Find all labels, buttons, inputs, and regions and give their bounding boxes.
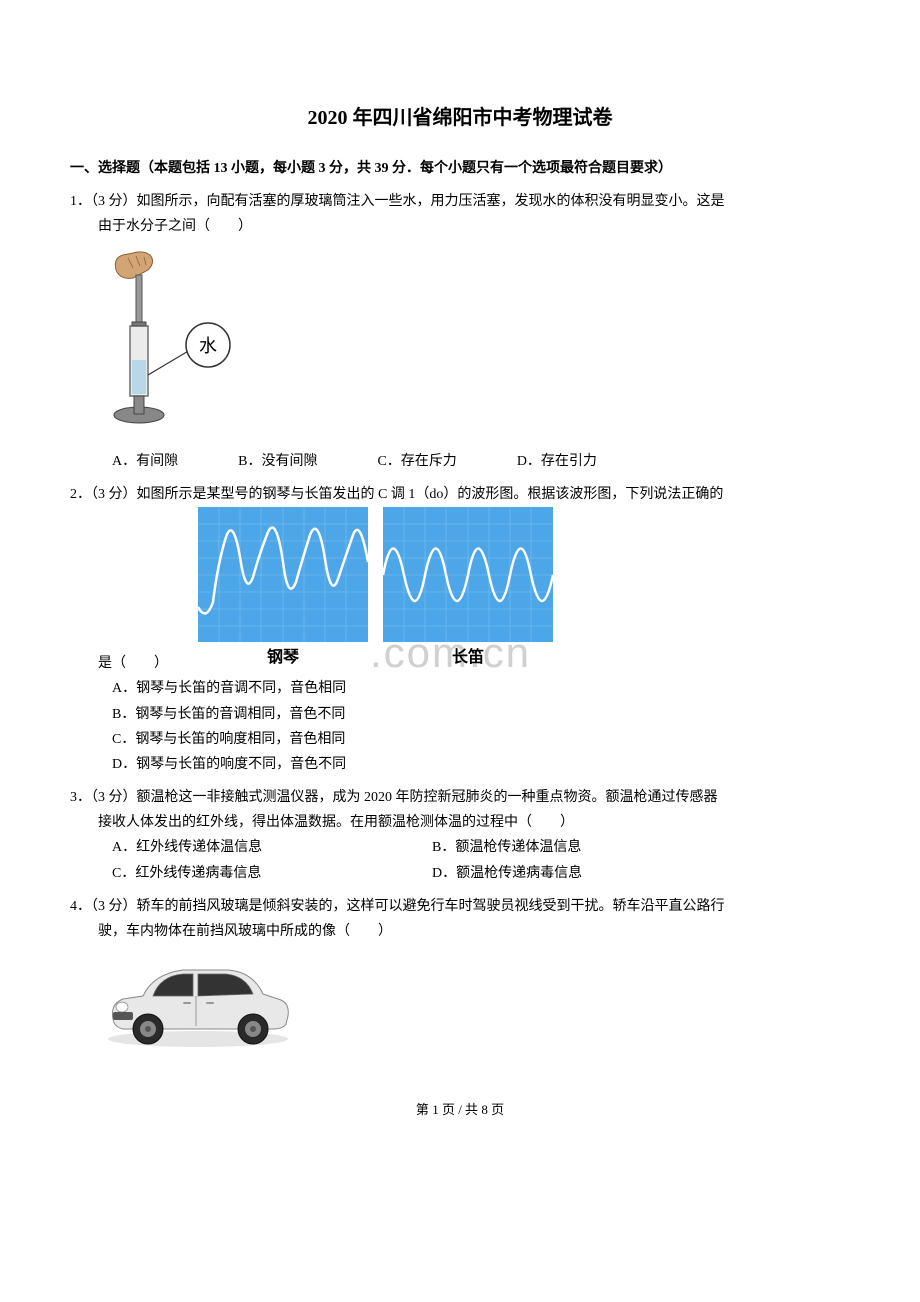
question-text-continue: 接收人体发出的红外线，得出体温数据。在用额温枪测体温的过程中（ ） xyxy=(70,810,850,835)
options-row: A．红外线传递体温信息 B．额温枪传递体温信息 xyxy=(70,835,850,860)
question-text-continue: 驶，车内物体在前挡风玻璃中所成的像（ ） xyxy=(70,919,850,944)
figure-waveform: 钢琴 长笛 xyxy=(198,507,558,676)
water-label: 水 xyxy=(199,336,217,356)
option-d: D．钢琴与长笛的响度不同，音色不同 xyxy=(70,752,850,777)
options-row: C．红外线传递病毒信息 D．额温枪传递病毒信息 xyxy=(70,861,850,886)
option-b: B．钢琴与长笛的音调相同，音色不同 xyxy=(70,702,850,727)
options-row: A．有间隙 B．没有间隙 C．存在斥力 D．存在引力 xyxy=(70,449,850,474)
option-b: B．没有间隙 xyxy=(238,449,317,474)
svg-text:钢琴: 钢琴 xyxy=(267,647,300,666)
footer-mid: 页 / 共 xyxy=(439,1102,482,1117)
option-b: B．额温枪传递体温信息 xyxy=(432,835,752,860)
option-a: A．有间隙 xyxy=(112,449,178,474)
section-header: 一、选择题（本题包括 13 小题，每小题 3 分，共 39 分．每个小题只有一个… xyxy=(70,156,850,181)
option-a: A．钢琴与长笛的音调不同，音色相同 xyxy=(70,676,850,701)
option-c: C．钢琴与长笛的响度相同，音色相同 xyxy=(70,727,850,752)
question-text: 4．（3 分）轿车的前挡风玻璃是倾斜安装的，这样可以避免行车时驾驶员视线受到干扰… xyxy=(70,894,850,919)
question-text-continue: 是（ ） xyxy=(70,651,168,676)
page-title: 2020 年四川省绵阳市中考物理试卷 xyxy=(70,100,850,136)
question-text-continue: 由于水分子之间（ ） xyxy=(70,214,850,239)
figure-syringe: 水 xyxy=(98,250,850,439)
question-4: 4．（3 分）轿车的前挡风玻璃是倾斜安装的，这样可以避免行车时驾驶员视线受到干扰… xyxy=(70,894,850,1059)
option-d: D．额温枪传递病毒信息 xyxy=(432,861,752,886)
question-2: 2．（3 分）如图所示是某型号的钢琴与长笛发出的 C 调 1（do）的波形图。根… xyxy=(70,482,850,777)
footer-suffix: 页 xyxy=(488,1102,504,1117)
option-d: D．存在引力 xyxy=(517,449,597,474)
question-text: 1．（3 分）如图所示，向配有活塞的厚玻璃筒注入一些水，用力压活塞，发现水的体积… xyxy=(70,189,850,214)
question-text: 3．（3 分）额温枪这一非接触式测温仪器，成为 2020 年防控新冠肺炎的一种重… xyxy=(70,785,850,810)
option-c: C．红外线传递病毒信息 xyxy=(112,861,432,886)
option-c: C．存在斥力 xyxy=(377,449,456,474)
page-footer: 第 1 页 / 共 8 页 xyxy=(70,1098,850,1121)
question-1: 1．（3 分）如图所示，向配有活塞的厚玻璃筒注入一些水，用力压活塞，发现水的体积… xyxy=(70,189,850,474)
question-3: 3．（3 分）额温枪这一非接触式测温仪器，成为 2020 年防控新冠肺炎的一种重… xyxy=(70,785,850,886)
option-a: A．红外线传递体温信息 xyxy=(112,835,432,860)
question-text: 2．（3 分）如图所示是某型号的钢琴与长笛发出的 C 调 1（do）的波形图。根… xyxy=(70,482,850,507)
footer-prefix: 第 xyxy=(416,1102,432,1117)
svg-text:长笛: 长笛 xyxy=(452,647,484,666)
figure-car xyxy=(98,954,850,1058)
